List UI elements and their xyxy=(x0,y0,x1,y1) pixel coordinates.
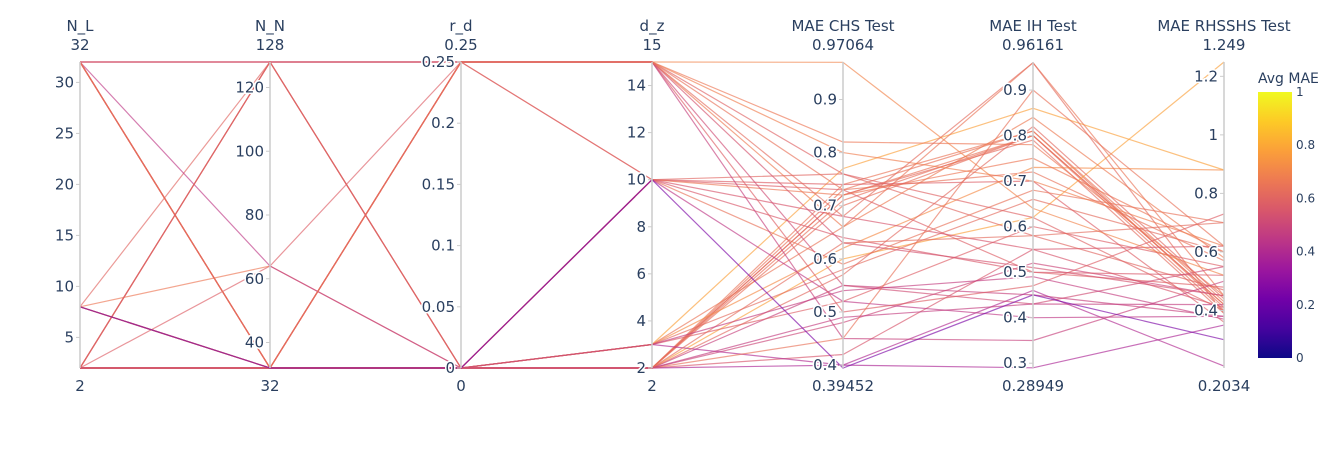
axis-tick-label: 60 xyxy=(245,270,264,288)
axis-tick-label: 0.5 xyxy=(813,303,837,321)
axis-tick-label: 30 xyxy=(55,73,74,91)
axis-tick-label: 2 xyxy=(636,359,646,377)
axis-title: d_z xyxy=(640,17,665,36)
axis-tick-label: 0.7 xyxy=(813,197,837,215)
axis-tick-label: 0.6 xyxy=(1003,218,1027,236)
axis-title: N_N xyxy=(255,17,285,36)
axis-max-label: 32 xyxy=(70,36,89,54)
axis-tick-label: 0.15 xyxy=(422,175,455,193)
axis-tick-label: 0.4 xyxy=(1003,309,1027,327)
axis-tick-label: 0.7 xyxy=(1003,172,1027,190)
axis-tick-label: 0.5 xyxy=(1003,263,1027,281)
axis-tick-label: 0.25 xyxy=(422,53,455,71)
axis-title: r_d xyxy=(449,17,472,36)
axis-tick-label: 0 xyxy=(445,359,455,377)
axis-min-label: 0.39452 xyxy=(812,377,874,395)
axis-tick-label: 0.9 xyxy=(813,91,837,109)
axis-tick-label: 12 xyxy=(627,124,646,142)
axis-tick-label: 6 xyxy=(636,265,646,283)
axis-tick-label: 0.4 xyxy=(813,356,837,374)
colorbar-tick-label: 0 xyxy=(1296,351,1304,365)
colorbar-tick-label: 0.6 xyxy=(1296,191,1315,205)
axis-tick-label: 120 xyxy=(235,79,264,97)
axis-tick-label: 0.8 xyxy=(1003,127,1027,145)
colorbar-tick-label: 0.4 xyxy=(1296,245,1315,259)
axis-tick-label: 100 xyxy=(235,142,264,160)
colorbar-tick-label: 1 xyxy=(1296,85,1304,99)
axis-tick-label: 1.2 xyxy=(1194,67,1218,85)
axis-title: MAE IH Test xyxy=(989,17,1077,35)
axis-min-label: 0.28949 xyxy=(1002,377,1064,395)
axis-tick-label: 0.8 xyxy=(1194,184,1218,202)
axis-tick-label: 20 xyxy=(55,175,74,193)
colorbar: Avg MAE 0 0.2 0.4 0.6 0.8 1 xyxy=(1258,71,1319,365)
axis-tick-label: 0.1 xyxy=(431,237,455,255)
axis-min-label: 2 xyxy=(75,377,85,395)
axis-title: MAE CHS Test xyxy=(791,17,894,35)
axis-max-label: 15 xyxy=(642,36,661,54)
axis-tick-label: 0.2 xyxy=(431,114,455,132)
axis-min-label: 0 xyxy=(456,377,466,395)
axis-min-label: 0.2034 xyxy=(1198,377,1251,395)
axis-tick-label: 80 xyxy=(245,206,264,224)
axes: N_L32251015202530N_N12832406080100120r_d… xyxy=(53,17,1290,395)
axis-tick-label: 8 xyxy=(636,218,646,236)
axis-tick-label: 40 xyxy=(245,334,264,352)
colorbar-tick-label: 0.2 xyxy=(1296,298,1315,312)
axis-tick-label: 0.6 xyxy=(1194,243,1218,261)
colorbar-gradient xyxy=(1258,92,1292,358)
colorbar-tick-label: 0.8 xyxy=(1296,138,1315,152)
axis-tick-label: 1 xyxy=(1208,126,1218,144)
axis-tick-label: 0.6 xyxy=(813,250,837,268)
axis-d-z[interactable]: d_z15 22 4 6 8 10 12 14 xyxy=(625,17,665,395)
axis-title: N_L xyxy=(66,17,94,36)
axis-min-label: 2 xyxy=(647,377,657,395)
axis-tick-label: 0.4 xyxy=(1194,301,1218,319)
colorbar-title: Avg MAE xyxy=(1258,71,1319,87)
axis-title: MAE RHSSHS Test xyxy=(1157,17,1290,35)
axis-tick-label: 0.9 xyxy=(1003,81,1027,99)
axis-max-label: 1.249 xyxy=(1203,36,1246,54)
axis-tick-label: 0.8 xyxy=(813,144,837,162)
axis-tick-label: 0.3 xyxy=(1003,354,1027,372)
axis-tick-label: 15 xyxy=(55,226,74,244)
axis-tick-label: 25 xyxy=(55,124,74,142)
axis-tick-label: 5 xyxy=(64,328,74,346)
axis-max-label: 128 xyxy=(256,36,285,54)
axis-tick-label: 10 xyxy=(55,277,74,295)
axis-min-label: 32 xyxy=(260,377,279,395)
axis-max-label: 0.96161 xyxy=(1002,36,1064,54)
axis-tick-label: 10 xyxy=(627,171,646,189)
axis-tick-label: 14 xyxy=(627,77,646,95)
axis-tick-label: 4 xyxy=(636,312,646,330)
axis-max-label: 0.25 xyxy=(444,36,477,54)
axis-tick-label: 0.05 xyxy=(422,298,455,316)
axis-max-label: 0.97064 xyxy=(812,36,874,54)
